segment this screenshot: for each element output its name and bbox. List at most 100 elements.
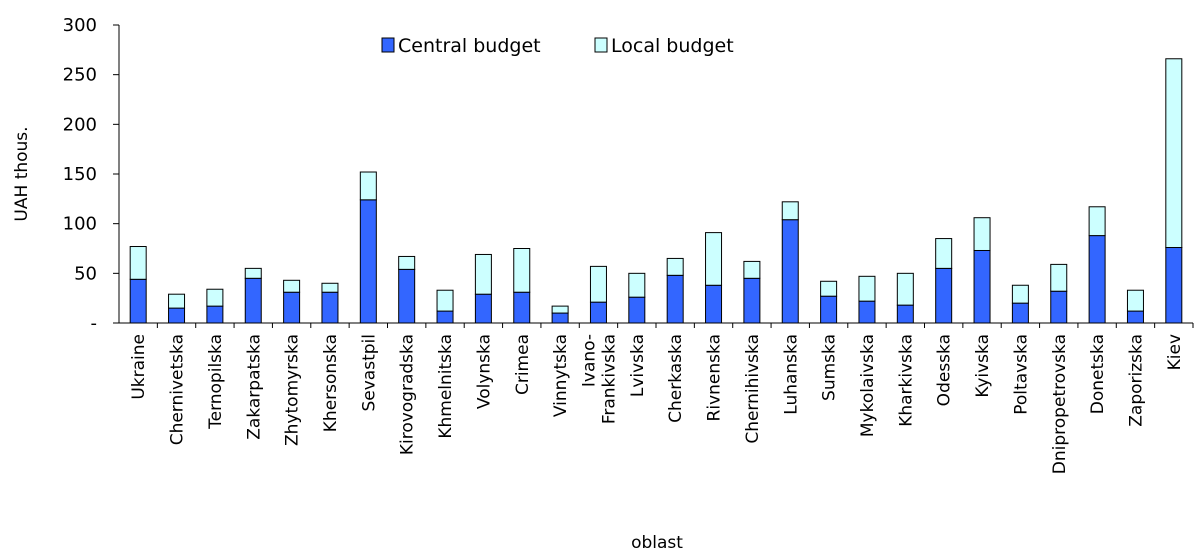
bar-central xyxy=(436,310,454,324)
category-label: Odesska xyxy=(935,334,955,406)
bar-local xyxy=(781,201,799,221)
bar-local xyxy=(589,265,607,303)
bars xyxy=(129,58,1194,328)
category-label: Mykolaivska xyxy=(858,334,878,437)
y-tick-label: 50 xyxy=(74,263,97,284)
category-label: Sumska xyxy=(820,334,840,401)
bar-local xyxy=(168,293,186,309)
y-axis-ticks: - 50 100 150 200 250 300 xyxy=(63,15,119,334)
category-label: Kiev xyxy=(1165,334,1185,370)
legend-swatch xyxy=(594,37,608,53)
bar-central xyxy=(628,296,646,324)
y-tick-label: 150 xyxy=(63,164,97,185)
category-label: Zhytomyrska xyxy=(283,334,303,446)
x-axis-tick-labels: Ukraine Chernivetska Ternopilska Zakarpatsk… xyxy=(129,334,1185,474)
bar-local xyxy=(129,246,147,280)
y-tick-label: - xyxy=(91,313,98,334)
category-label: Ternopilska xyxy=(206,334,226,430)
bar-central xyxy=(1126,310,1144,324)
bar-central xyxy=(743,277,761,324)
bar-local xyxy=(705,232,723,286)
bar-central xyxy=(705,284,723,324)
bar-local xyxy=(474,253,492,295)
y-axis-title: UAH thous. xyxy=(12,126,32,221)
category-label: Ivano-Frankivska xyxy=(579,334,619,424)
category-label: Sevastpil xyxy=(359,334,379,412)
bar-local xyxy=(1088,206,1106,237)
category-label: Khersonska xyxy=(321,334,341,432)
category-label: Crimea xyxy=(513,334,533,395)
bar-local xyxy=(628,272,646,298)
bar-local xyxy=(820,280,838,297)
bar-central xyxy=(359,199,377,324)
bar-central xyxy=(820,295,838,324)
category-label: Ukraine xyxy=(129,334,149,400)
bar-central xyxy=(1050,290,1068,324)
bar-local xyxy=(244,267,262,279)
legend: Central budget Local budget xyxy=(381,35,734,57)
bar-local xyxy=(1050,263,1068,292)
category-label: Chernihivska xyxy=(743,334,763,444)
bar-central xyxy=(398,268,416,324)
bar-local xyxy=(359,171,377,201)
category-label: Chernivetska xyxy=(168,334,188,445)
bar-central xyxy=(589,301,607,324)
category-label: Kyivska xyxy=(973,334,993,398)
bar-local xyxy=(973,217,991,251)
category-label: Vinnytska xyxy=(551,334,571,417)
category-label: Zakarpatska xyxy=(244,334,264,440)
category-label: Kharkivska xyxy=(896,334,916,427)
bar-central xyxy=(129,278,147,324)
category-label: Zaporizska xyxy=(1126,334,1146,427)
bar-local xyxy=(206,288,224,307)
category-label: Poltavska xyxy=(1011,334,1031,415)
bar-local xyxy=(398,255,416,270)
category-label: Rivnenska xyxy=(705,334,725,421)
bar-central xyxy=(935,267,953,324)
legend-swatch xyxy=(381,37,395,53)
bar-central xyxy=(168,307,186,324)
bar-central xyxy=(973,249,991,324)
bar-central xyxy=(244,277,262,324)
category-label: Khmelnitska xyxy=(436,334,456,439)
bar-local xyxy=(743,260,761,279)
bar-central xyxy=(283,291,301,324)
category-label: Luhanska xyxy=(781,334,801,415)
bar-local xyxy=(321,282,339,293)
category-label: Volynska xyxy=(474,334,494,409)
bar-central xyxy=(321,291,339,324)
category-label: Kirovogradska xyxy=(398,334,418,455)
bar-central xyxy=(206,305,224,324)
bar-central xyxy=(1165,247,1183,324)
bar-local xyxy=(1126,289,1144,312)
bar-central xyxy=(1011,302,1029,324)
category-label: Lvivska xyxy=(628,334,648,397)
x-axis-title: oblast xyxy=(631,533,683,553)
category-label: Cherkaska xyxy=(666,334,686,423)
bar-central xyxy=(513,291,531,324)
bar-local xyxy=(935,238,953,269)
y-tick-label: 300 xyxy=(63,15,97,36)
bar-local xyxy=(436,289,454,312)
legend-label: Local budget xyxy=(611,35,734,57)
bar-central xyxy=(1088,235,1106,324)
bar-local xyxy=(1165,58,1183,248)
y-tick-label: 200 xyxy=(63,114,97,135)
bar-local xyxy=(1011,284,1029,304)
bar-local xyxy=(858,275,876,302)
bar-central xyxy=(858,300,876,324)
bar-local xyxy=(283,279,301,293)
bar-central xyxy=(666,274,684,324)
legend-label: Central budget xyxy=(398,35,541,57)
bar-local xyxy=(896,272,914,306)
bar-central xyxy=(551,312,569,324)
bar-central xyxy=(896,304,914,324)
category-label: Donetska xyxy=(1088,334,1108,414)
bar-local xyxy=(513,248,531,293)
category-label: Dnipropetrovska xyxy=(1050,334,1070,474)
bar-central xyxy=(781,219,799,324)
bar-local xyxy=(666,257,684,276)
bar-central xyxy=(474,293,492,324)
y-tick-label: 250 xyxy=(63,65,97,86)
